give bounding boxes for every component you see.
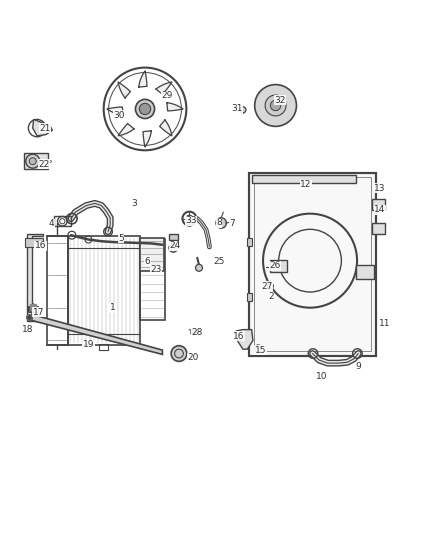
Text: 7: 7 (229, 220, 235, 228)
Polygon shape (139, 71, 147, 87)
Text: 8: 8 (216, 219, 222, 228)
Text: 11: 11 (378, 319, 390, 328)
Bar (254, 177, 371, 351)
Circle shape (171, 346, 187, 361)
Circle shape (267, 283, 273, 289)
Text: 18: 18 (22, 325, 33, 334)
Polygon shape (33, 119, 52, 136)
Circle shape (254, 85, 297, 126)
Text: 9: 9 (355, 362, 361, 371)
Bar (372, 223, 385, 234)
Text: 29: 29 (161, 91, 173, 100)
Polygon shape (118, 124, 134, 136)
Text: 16: 16 (233, 332, 244, 341)
Text: 6: 6 (144, 257, 150, 266)
Text: 12: 12 (300, 180, 312, 189)
Text: 31: 31 (232, 104, 243, 114)
Bar (25, 238, 43, 247)
Circle shape (169, 244, 178, 252)
Text: 25: 25 (213, 257, 225, 266)
Circle shape (29, 158, 36, 165)
Bar (270, 260, 287, 272)
Circle shape (216, 218, 226, 228)
Text: 2: 2 (268, 293, 274, 302)
Text: 19: 19 (83, 341, 94, 349)
Text: 5: 5 (118, 233, 124, 243)
Bar (68, 236, 140, 345)
Bar (28, 305, 39, 312)
Circle shape (265, 95, 286, 116)
Polygon shape (27, 234, 43, 321)
Polygon shape (159, 120, 172, 136)
Circle shape (254, 345, 261, 352)
Text: 28: 28 (191, 328, 203, 337)
Polygon shape (32, 314, 162, 354)
Bar (169, 235, 178, 239)
Bar (250, 173, 376, 356)
Circle shape (240, 107, 246, 113)
Text: 23: 23 (150, 265, 162, 274)
Text: 21: 21 (39, 124, 51, 133)
Bar (247, 238, 252, 246)
Bar (140, 238, 164, 271)
Bar (372, 199, 385, 210)
Bar (53, 216, 71, 226)
Polygon shape (237, 329, 253, 349)
Bar (356, 265, 374, 279)
Circle shape (195, 264, 202, 271)
Text: 24: 24 (169, 241, 180, 250)
Polygon shape (118, 82, 131, 98)
Text: 32: 32 (274, 96, 286, 105)
Polygon shape (143, 131, 151, 147)
Text: 17: 17 (33, 308, 44, 317)
Text: 4: 4 (49, 220, 54, 228)
Text: 30: 30 (113, 110, 125, 119)
Polygon shape (156, 82, 172, 94)
Polygon shape (167, 103, 183, 111)
Polygon shape (107, 107, 123, 115)
Text: 13: 13 (374, 184, 386, 192)
Circle shape (139, 103, 151, 115)
Text: 14: 14 (374, 205, 386, 214)
Text: 15: 15 (254, 345, 266, 354)
Text: 20: 20 (187, 353, 198, 362)
Circle shape (270, 100, 281, 111)
Text: 1: 1 (110, 303, 115, 312)
Circle shape (26, 154, 40, 168)
Bar (247, 293, 252, 301)
Bar (140, 239, 165, 320)
Text: 27: 27 (261, 281, 272, 290)
Text: 33: 33 (185, 216, 197, 225)
Text: 3: 3 (131, 199, 137, 208)
Bar (24, 154, 48, 169)
Text: 26: 26 (269, 261, 280, 270)
Bar (250, 173, 376, 356)
Circle shape (135, 99, 155, 118)
Bar (252, 175, 356, 182)
Bar (99, 344, 108, 350)
Text: 22: 22 (39, 160, 49, 169)
Bar (47, 236, 68, 345)
Text: 16: 16 (35, 241, 46, 250)
Text: 10: 10 (315, 372, 327, 381)
